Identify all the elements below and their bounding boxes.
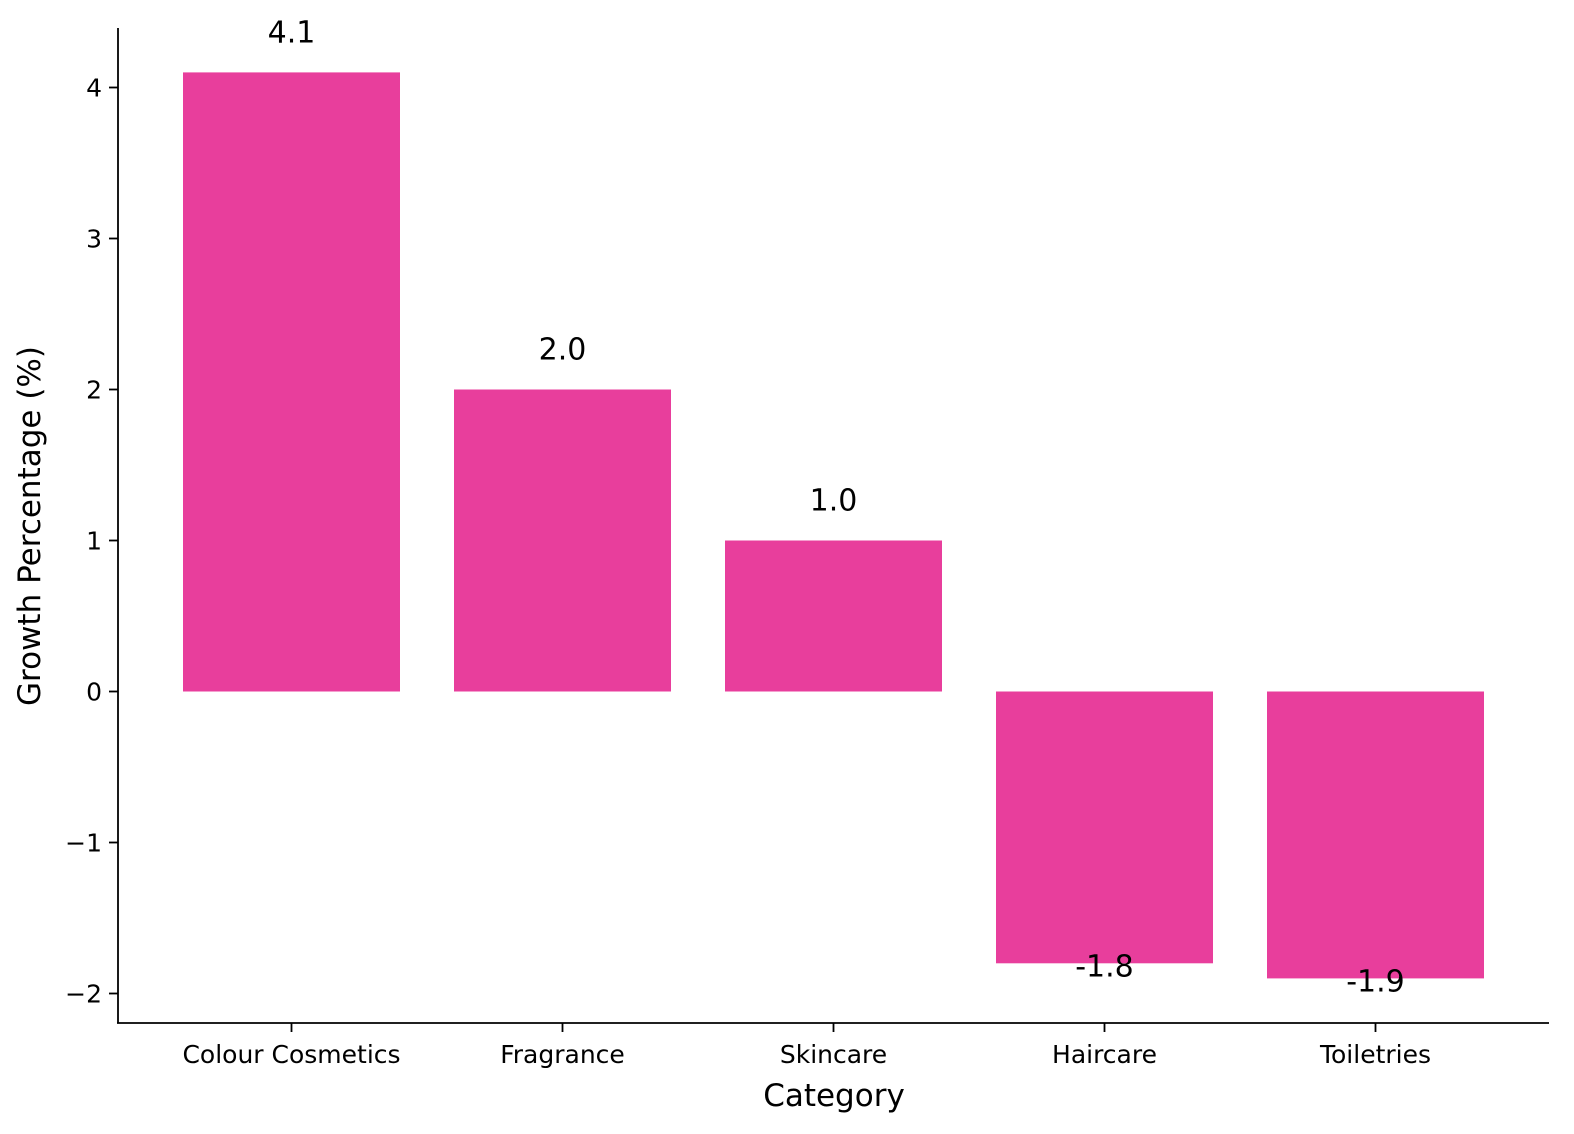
bars-group [183, 72, 1484, 979]
x-tick-label: Skincare [780, 1040, 887, 1069]
data-label: 2.0 [539, 333, 587, 368]
bar-fragrance [454, 389, 671, 692]
x-tick-label: Toiletries [1319, 1040, 1431, 1069]
y-tick-label: −2 [65, 980, 102, 1009]
data-label: 4.1 [268, 15, 316, 50]
x-tick-label: Haircare [1052, 1040, 1157, 1069]
bar-skincare [725, 540, 942, 692]
x-tick-label: Fragrance [500, 1040, 625, 1069]
y-tick-label: −1 [65, 829, 102, 858]
x-ticks-group: Colour Cosmetics Fragrance Skincare Haircar… [182, 1023, 1431, 1069]
y-axis-title: Growth Percentage (%) [12, 346, 48, 706]
y-tick-label: 4 [86, 74, 102, 103]
x-axis-title: Category [763, 1078, 905, 1114]
bar-colour-cosmetics [183, 72, 400, 692]
y-ticks-group: −2 −1 0 1 2 3 4 [65, 74, 118, 1009]
bar-haircare [996, 691, 1213, 964]
y-tick-label: 0 [86, 678, 102, 707]
y-tick-label: 2 [86, 376, 102, 405]
x-tick-label: Colour Cosmetics [182, 1040, 400, 1069]
data-label: 1.0 [810, 484, 858, 519]
bar-toiletries [1267, 691, 1484, 979]
data-label: -1.9 [1346, 964, 1405, 999]
data-labels-group: 4.1 2.0 1.0 -1.8 -1.9 [268, 15, 1405, 999]
data-label: -1.8 [1075, 949, 1134, 984]
y-tick-label: 3 [86, 225, 102, 254]
y-tick-label: 1 [86, 527, 102, 556]
